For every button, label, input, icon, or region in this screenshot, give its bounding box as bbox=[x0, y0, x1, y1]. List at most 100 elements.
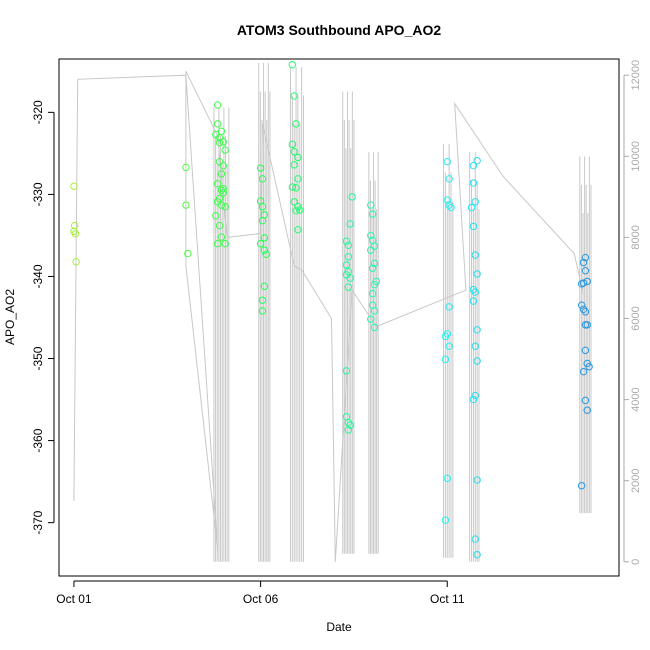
data-point bbox=[367, 315, 375, 323]
data-point bbox=[473, 550, 481, 559]
data-point bbox=[443, 157, 451, 166]
data-point bbox=[219, 138, 227, 146]
data-point bbox=[294, 153, 302, 162]
data-point bbox=[447, 203, 455, 212]
data-point bbox=[471, 342, 479, 350]
data-point bbox=[473, 326, 481, 334]
data-point bbox=[290, 148, 298, 156]
data-point bbox=[288, 183, 297, 191]
data-point bbox=[294, 225, 302, 234]
data-point bbox=[217, 201, 226, 209]
data-point bbox=[445, 175, 453, 183]
data-point bbox=[290, 92, 298, 100]
data-point bbox=[184, 249, 192, 258]
data-point bbox=[258, 216, 267, 225]
data-point bbox=[348, 193, 356, 201]
data-point bbox=[441, 332, 450, 341]
data-point bbox=[288, 61, 297, 69]
data-point bbox=[260, 246, 269, 254]
data-point bbox=[469, 285, 478, 294]
y2-tick-label: 10000 bbox=[630, 141, 642, 172]
data-point bbox=[583, 406, 591, 414]
x-tick-label: Oct 11 bbox=[430, 592, 465, 606]
data-point bbox=[260, 234, 269, 242]
data-point bbox=[579, 279, 588, 287]
data-point bbox=[367, 201, 375, 209]
data-point bbox=[469, 395, 478, 404]
data-point bbox=[368, 290, 377, 298]
data-point bbox=[585, 363, 593, 371]
data-point bbox=[445, 342, 453, 350]
data-point bbox=[290, 198, 298, 206]
data-point bbox=[579, 258, 588, 267]
altitude-track-line bbox=[73, 70, 584, 562]
data-point bbox=[443, 196, 451, 204]
data-point bbox=[344, 253, 353, 261]
data-point bbox=[346, 274, 354, 282]
data-point bbox=[344, 283, 353, 291]
y-tick-label: -350 bbox=[31, 346, 45, 370]
data-point bbox=[296, 206, 304, 214]
data-point bbox=[290, 161, 298, 169]
data-point bbox=[368, 264, 377, 272]
data-point bbox=[441, 516, 450, 524]
data-point bbox=[346, 421, 354, 429]
data-point bbox=[469, 161, 478, 170]
x-tick-label: Oct 06 bbox=[243, 592, 279, 606]
data-point bbox=[445, 201, 453, 209]
plot-frame bbox=[58, 58, 620, 577]
data-point bbox=[579, 367, 588, 376]
data-point bbox=[581, 346, 590, 355]
data-point bbox=[294, 175, 302, 183]
data-point bbox=[471, 198, 479, 206]
data-point bbox=[256, 239, 265, 248]
data-point bbox=[213, 239, 222, 248]
y-tick-label: -320 bbox=[31, 100, 45, 124]
data-point bbox=[292, 120, 300, 128]
data-point bbox=[370, 242, 379, 250]
data-point bbox=[342, 261, 351, 269]
data-point bbox=[344, 241, 353, 249]
data-point bbox=[473, 157, 481, 165]
data-point bbox=[215, 221, 224, 230]
data-point bbox=[471, 251, 479, 259]
data-point bbox=[182, 201, 190, 209]
y-tick-label: -360 bbox=[31, 428, 45, 452]
data-point bbox=[288, 140, 297, 149]
data-point bbox=[473, 357, 481, 365]
data-point bbox=[70, 221, 79, 230]
data-point bbox=[212, 212, 220, 220]
data-point bbox=[258, 203, 267, 211]
data-point bbox=[577, 482, 586, 490]
data-point bbox=[583, 321, 591, 329]
y2-tick-label: 0 bbox=[630, 559, 642, 565]
data-point bbox=[581, 396, 590, 405]
data-point bbox=[219, 184, 227, 193]
data-point bbox=[441, 355, 450, 364]
data-point bbox=[342, 367, 351, 375]
data-point bbox=[581, 321, 590, 329]
data-point bbox=[370, 323, 379, 332]
data-point bbox=[213, 180, 222, 188]
data-point bbox=[182, 163, 190, 172]
data-point bbox=[258, 307, 267, 315]
y-tick-label: -370 bbox=[31, 510, 45, 534]
data-point bbox=[344, 418, 353, 427]
data-point bbox=[445, 303, 453, 311]
data-point bbox=[469, 179, 478, 187]
data-point bbox=[473, 476, 481, 484]
data-point bbox=[469, 297, 478, 305]
x-tick-label: Oct 01 bbox=[56, 592, 92, 606]
y2-tick-label: 12000 bbox=[630, 60, 642, 91]
data-point bbox=[367, 231, 375, 240]
data-point bbox=[367, 246, 375, 254]
y2-tick-label: 6000 bbox=[630, 306, 642, 330]
data-point bbox=[467, 203, 476, 212]
data-point bbox=[262, 250, 270, 259]
data-point bbox=[292, 184, 300, 192]
data-point bbox=[217, 233, 226, 241]
data-point bbox=[217, 186, 226, 195]
data-point bbox=[368, 210, 377, 218]
data-point bbox=[370, 280, 379, 289]
